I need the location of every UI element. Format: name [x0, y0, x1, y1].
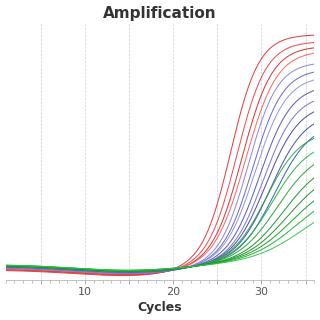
X-axis label: Cycles: Cycles: [138, 301, 182, 315]
Title: Amplification: Amplification: [103, 5, 217, 20]
